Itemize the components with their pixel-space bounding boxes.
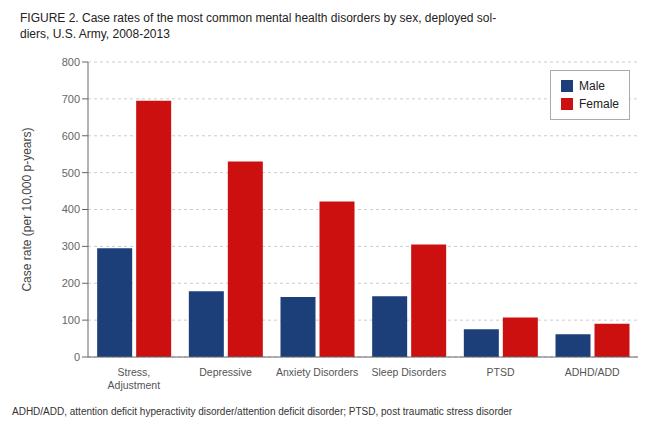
- svg-text:Depressive: Depressive: [199, 366, 252, 378]
- svg-text:800: 800: [62, 56, 80, 68]
- html-text:diers, U.S. Army, 2008-2013: diers, U.S. Army, 2008-2013: [20, 27, 170, 41]
- html-text:FIGURE 2. Case rates of the mo: FIGURE 2. Case rates of the most common …: [20, 11, 497, 25]
- svg-text:200: 200: [62, 277, 80, 289]
- svg-text:ADHD/ADD: ADHD/ADD: [565, 366, 620, 378]
- svg-text:Sleep Disorders: Sleep Disorders: [371, 366, 446, 378]
- svg-text:500: 500: [62, 167, 80, 179]
- svg-text:0: 0: [74, 351, 80, 363]
- svg-text:Case rate (per 10,000 p-years): Case rate (per 10,000 p-years): [20, 127, 34, 291]
- svg-text:Stress,Adjustment: Stress,Adjustment: [108, 366, 161, 391]
- svg-text:Anxiety Disorders: Anxiety Disorders: [276, 366, 358, 378]
- html-text:Female: Female: [579, 97, 619, 111]
- svg-text:100: 100: [62, 314, 80, 326]
- svg-text:400: 400: [62, 203, 80, 215]
- svg-text:600: 600: [62, 130, 80, 142]
- svg-text:PTSD: PTSD: [486, 366, 514, 378]
- svg-text:300: 300: [62, 240, 80, 252]
- html-text:Male: Male: [579, 79, 605, 93]
- html-text:ADHD/ADD, attention deficit hy: ADHD/ADD, attention deficit hyperactivit…: [12, 406, 513, 417]
- svg-text:700: 700: [62, 93, 80, 105]
